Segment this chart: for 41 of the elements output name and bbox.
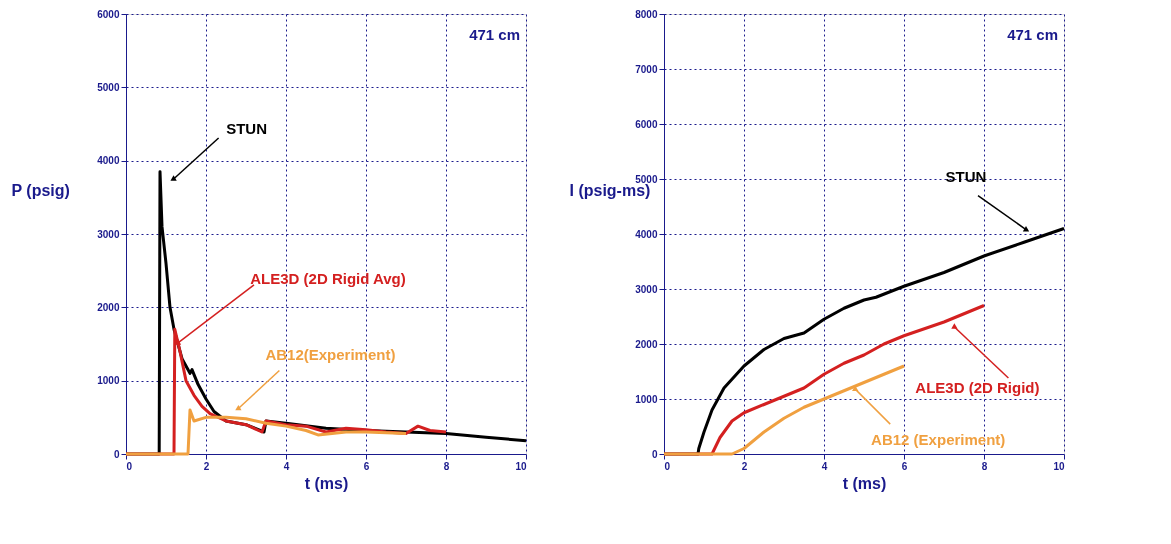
y-tick-label: 6000 (635, 118, 658, 130)
annotation: AB12(Experiment) (265, 345, 396, 363)
y-tick-label: 4000 (635, 228, 658, 240)
annotation: 471 cm (469, 26, 520, 43)
x-tick-label: 2 (203, 460, 210, 472)
annotation: AB12 (Experiment) (871, 431, 1006, 449)
y-tick-label: 0 (651, 448, 658, 460)
x-tick-label: 8 (443, 460, 450, 472)
x-axis-title: t (ms) (842, 474, 887, 492)
annotation: STUN (945, 167, 987, 185)
x-tick-label: 0 (664, 460, 671, 472)
y-tick-label: 1000 (97, 375, 120, 387)
x-tick-label: 0 (126, 460, 133, 472)
y-tick-label: 7000 (635, 63, 658, 75)
annotation: STUN (226, 120, 268, 137)
x-axis-title: t (ms) (304, 474, 349, 492)
y-tick-label: 5000 (635, 173, 658, 185)
x-tick-label: 4 (283, 460, 290, 472)
y-tick-label: 2000 (635, 338, 658, 350)
y-tick-label: 0 (113, 448, 120, 460)
annotation: 471 cm (1007, 26, 1058, 43)
annotation: ALE3D (2D Rigid) (915, 378, 1040, 396)
x-tick-label: 4 (821, 460, 828, 472)
line-series (124, 408, 408, 456)
y-tick-label: 8000 (635, 8, 658, 20)
y-tick-label: 4000 (97, 155, 120, 167)
x-tick-label: 2 (741, 460, 748, 472)
y-tick-label: 1000 (635, 393, 658, 405)
y-tick-label: 3000 (635, 283, 658, 295)
annotation: ALE3D (2D Rigid Avg) (250, 269, 406, 287)
y-tick-label: 6000 (97, 8, 120, 20)
y-axis-title: P (psig) (11, 182, 70, 200)
y-axis-title: I (psig-ms) (569, 182, 651, 200)
y-tick-label: 3000 (97, 228, 120, 240)
x-tick-label: 6 (363, 460, 370, 472)
x-tick-label: 10 (515, 460, 527, 472)
x-tick-label: 8 (981, 460, 988, 472)
y-tick-label: 2000 (97, 301, 120, 313)
x-tick-label: 6 (901, 460, 908, 472)
y-tick-label: 5000 (97, 81, 120, 93)
x-tick-label: 10 (1053, 460, 1065, 472)
